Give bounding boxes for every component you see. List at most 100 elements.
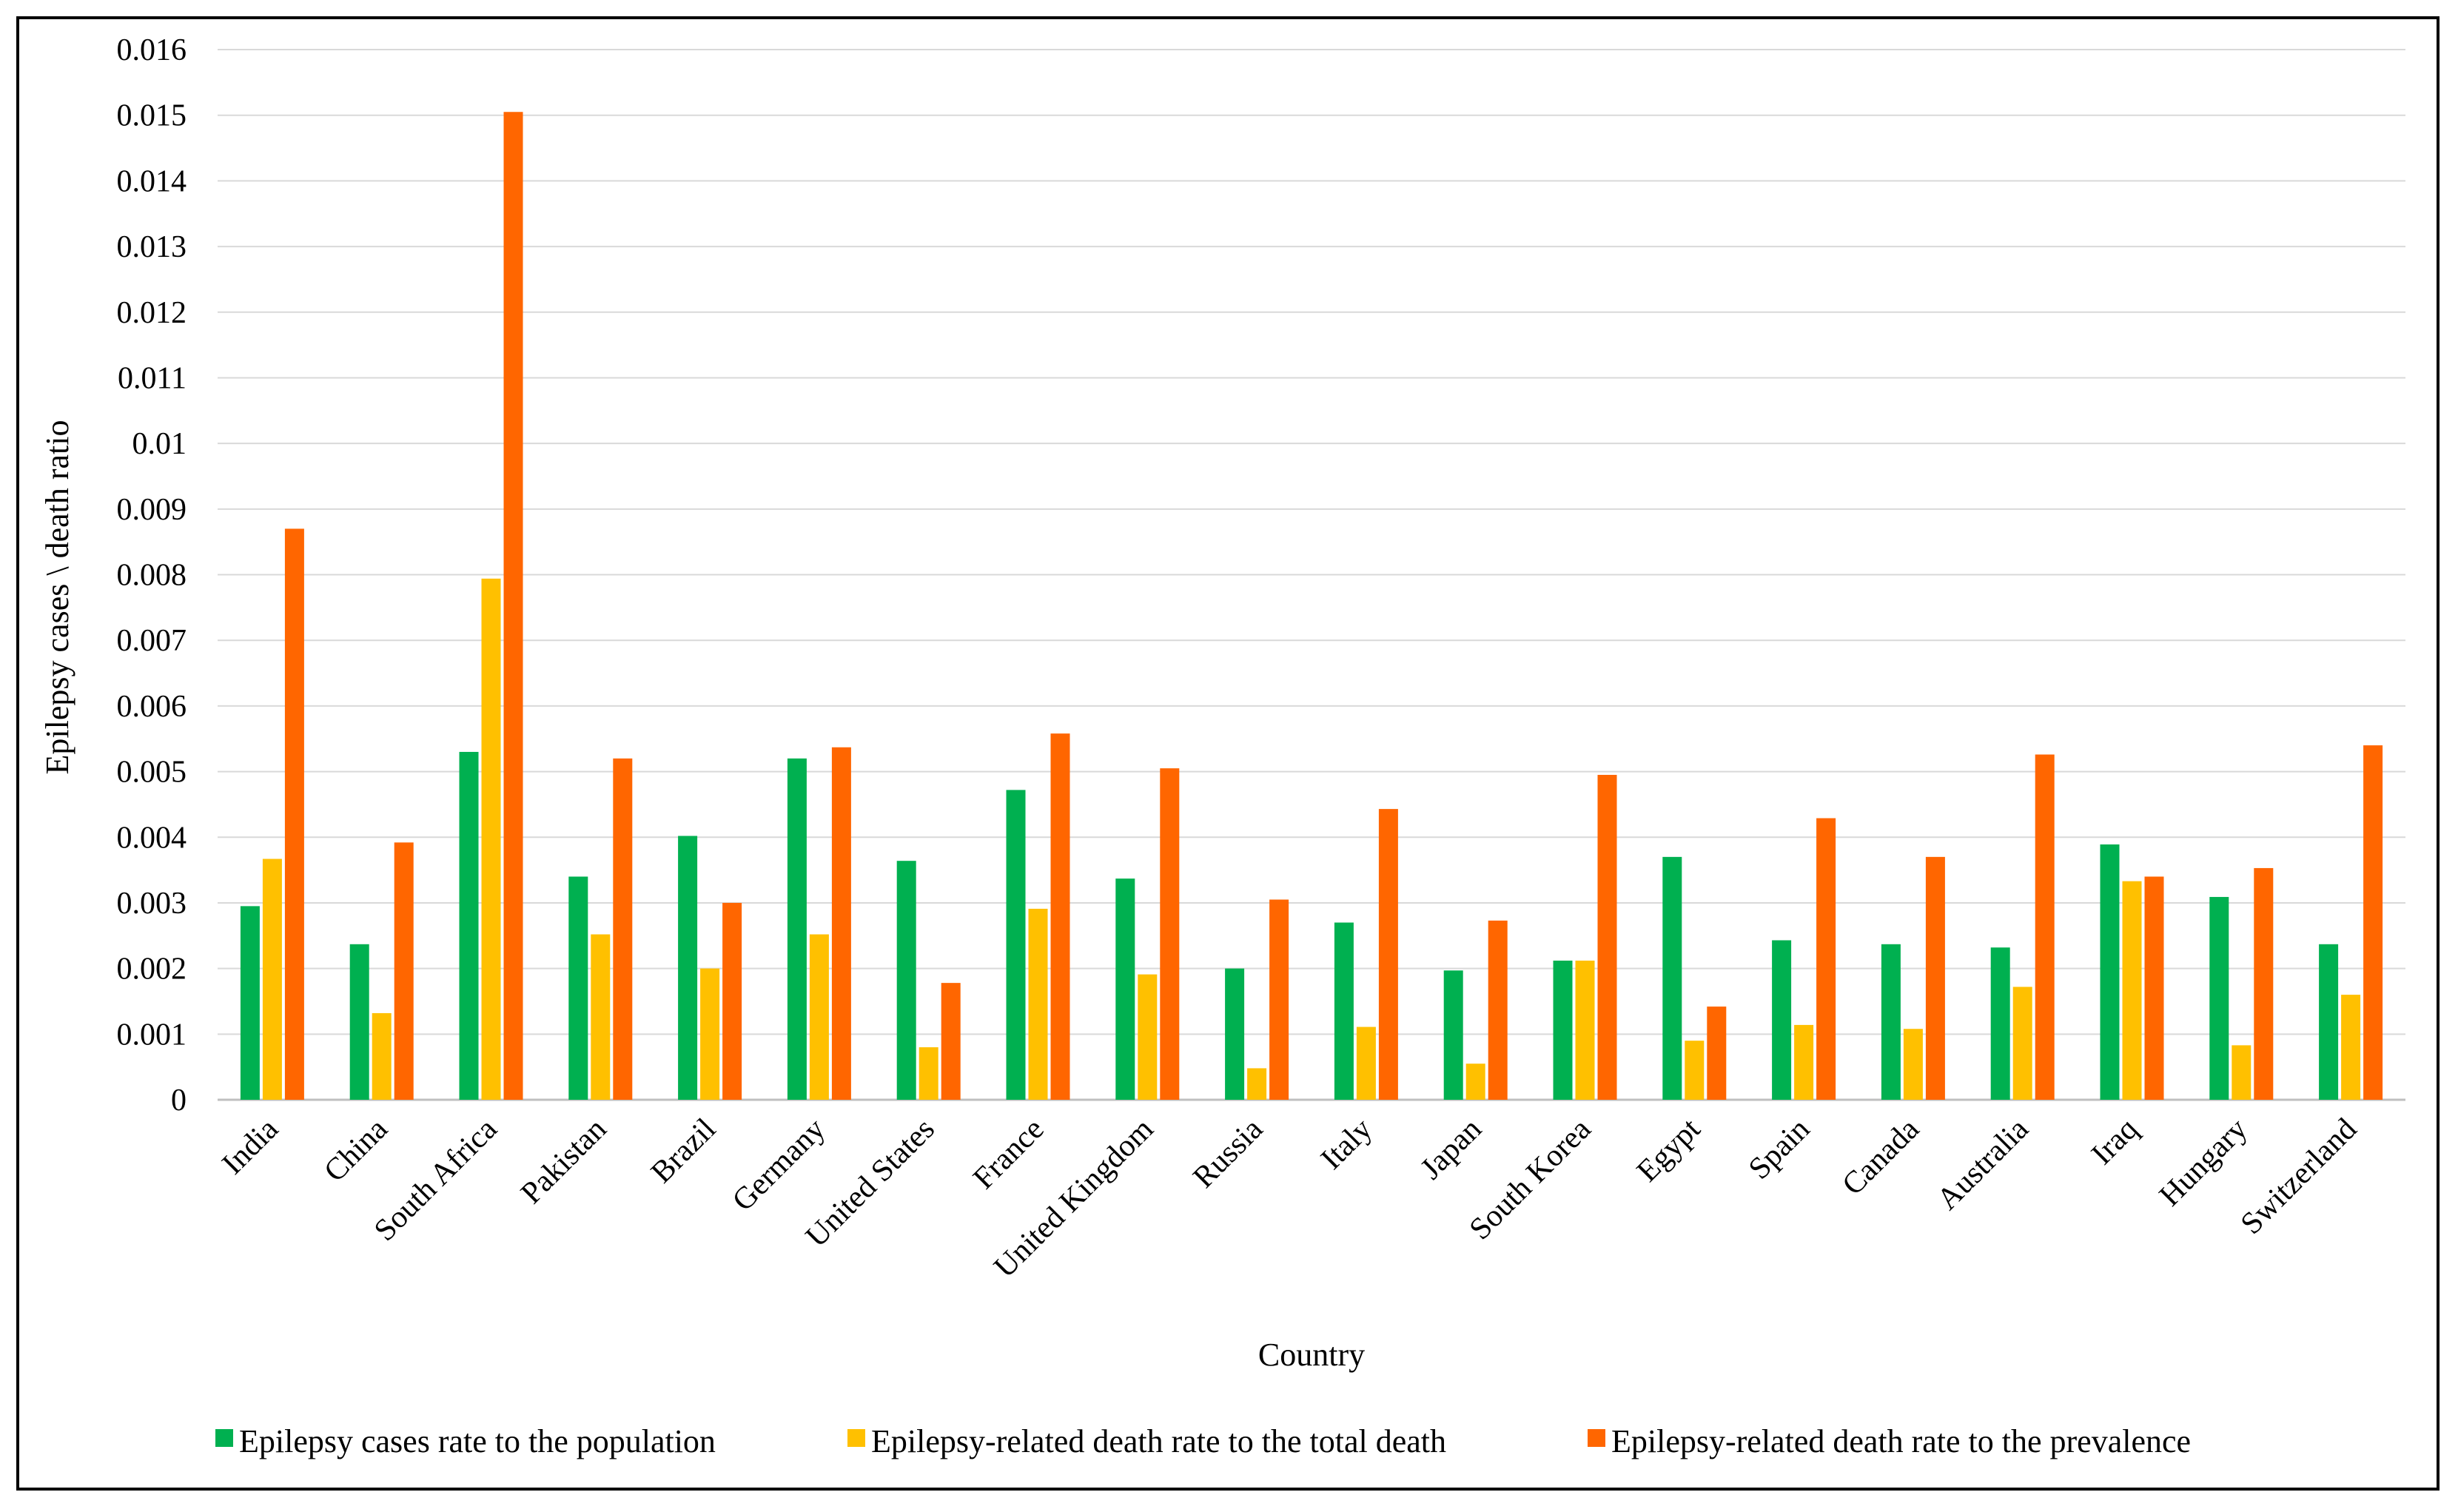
y-tick-label: 0.006 [117,690,187,724]
bar-south-africa-series-3 [503,112,523,1100]
x-category-label: Germany [726,1112,832,1218]
bar-south-africa-series-1 [459,751,479,1100]
bar-italy-series-2 [1356,1027,1376,1100]
bar-hungary-series-2 [2232,1045,2252,1100]
y-tick-label: 0.012 [117,296,187,330]
x-category-label: China [318,1112,394,1189]
bar-south-africa-series-2 [481,578,501,1100]
bar-germany-series-1 [787,758,807,1100]
bar-france-series-3 [1050,733,1070,1100]
legend-swatch-cases-rate [215,1429,233,1447]
bar-russia-series-3 [1269,899,1289,1100]
x-category-label: Hungary [2153,1112,2254,1213]
bar-united-kingdom-series-2 [1138,974,1158,1100]
bar-switzerland-series-3 [2363,745,2383,1100]
bar-egypt-series-3 [1707,1007,1727,1100]
y-axis-title: Epilepsy cases \ death ratio [39,420,75,775]
bar-hungary-series-1 [2209,896,2229,1100]
y-tick-label: 0.003 [117,887,187,921]
bar-iraq-series-1 [2100,844,2120,1100]
y-tick-label: 0.015 [117,99,187,133]
bar-india-series-3 [284,528,304,1100]
bar-united-states-series-3 [941,983,961,1100]
bar-hungary-series-3 [2254,867,2274,1100]
bar-italy-series-1 [1334,922,1354,1100]
bar-france-series-1 [1006,790,1026,1100]
legend-swatch-prevalence-death-rate [1588,1429,1605,1447]
x-category-label: India [215,1112,285,1181]
bar-brazil-series-1 [678,836,698,1100]
y-tick-label: 0.007 [117,624,187,658]
y-tick-label: 0.009 [117,493,187,527]
bar-japan-series-2 [1465,1064,1485,1100]
bar-spain-series-2 [1794,1024,1814,1100]
bar-brazil-series-3 [722,902,742,1100]
y-tick-label: 0.01 [132,427,187,461]
x-category-label: Iraq [2085,1112,2144,1172]
legend: Epilepsy cases rate to the population Ep… [215,1423,2191,1459]
y-tick-label: 0.002 [117,952,187,987]
bar-united-kingdom-series-1 [1115,878,1135,1100]
bar-china-series-2 [372,1012,392,1100]
x-category-label: Russia [1186,1112,1269,1195]
y-tick-label: 0.011 [118,361,187,395]
bar-japan-series-1 [1443,970,1463,1100]
bar-iraq-series-3 [2144,876,2164,1100]
y-tick-label: 0.001 [117,1018,187,1052]
x-category-label: Australia [1930,1112,2035,1217]
bar-germany-series-3 [831,747,851,1100]
x-axis-title: Country [1258,1337,1365,1373]
bar-canada-series-2 [1903,1029,1923,1100]
bar-pakistan-series-3 [613,758,633,1100]
bar-india-series-2 [262,859,282,1100]
bar-russia-series-2 [1247,1068,1267,1100]
bar-pakistan-series-1 [568,876,588,1100]
y-tick-label: 0.014 [117,164,187,198]
bar-united-states-series-1 [896,861,916,1100]
bar-iraq-series-2 [2122,881,2142,1100]
chart-frame [16,16,2439,1491]
y-tick-label: 0.008 [117,559,187,593]
bar-france-series-2 [1028,908,1048,1100]
bars [240,112,2383,1100]
bar-germany-series-2 [809,934,829,1100]
bar-egypt-series-2 [1685,1041,1705,1100]
x-category-label: Italy [1314,1112,1379,1177]
bar-japan-series-3 [1488,920,1508,1100]
bar-canada-series-3 [1925,856,1945,1100]
bar-india-series-1 [240,906,260,1100]
legend-label-cases-rate: Epilepsy cases rate to the population [239,1423,716,1459]
legend-swatch-total-death-rate [847,1429,865,1447]
bar-united-states-series-2 [919,1047,938,1100]
x-category-label: France [967,1112,1050,1196]
bar-united-kingdom-series-3 [1160,768,1180,1100]
x-category-label: Japan [1414,1112,1488,1186]
bar-canada-series-1 [1881,944,1901,1100]
y-tick-label: 0.005 [117,756,187,790]
x-category-label: Egypt [1631,1112,1707,1189]
bar-egypt-series-1 [1662,856,1682,1100]
x-category-label: Spain [1742,1112,1816,1186]
x-category-label: Switzerland [2234,1112,2363,1241]
bar-south-korea-series-3 [1597,774,1617,1100]
y-axis-ticks: 0 0.001 0.002 0.003 0.004 0.005 0.006 0.007 0.00… [117,33,187,1118]
gridlines [218,49,2405,1101]
bar-switzerland-series-2 [2341,995,2361,1100]
x-category-label: Brazil [645,1112,722,1190]
bar-spain-series-1 [1772,940,1792,1100]
bar-china-series-1 [349,944,369,1100]
bar-brazil-series-2 [700,968,720,1100]
bar-australia-series-1 [1990,947,2010,1100]
bar-russia-series-1 [1225,968,1245,1100]
x-category-label: Pakistan [514,1112,613,1211]
y-tick-label: 0.013 [117,230,187,264]
bar-australia-series-2 [2012,987,2032,1100]
legend-label-total-death-rate: Epilepsy-related death rate to the total… [871,1423,1446,1459]
bar-south-korea-series-1 [1553,960,1573,1100]
y-tick-label: 0.016 [117,33,187,67]
bar-spain-series-3 [1816,818,1836,1100]
bar-switzerland-series-1 [2319,944,2339,1100]
legend-label-prevalence-death-rate: Epilepsy-related death rate to the preva… [1611,1423,2191,1459]
